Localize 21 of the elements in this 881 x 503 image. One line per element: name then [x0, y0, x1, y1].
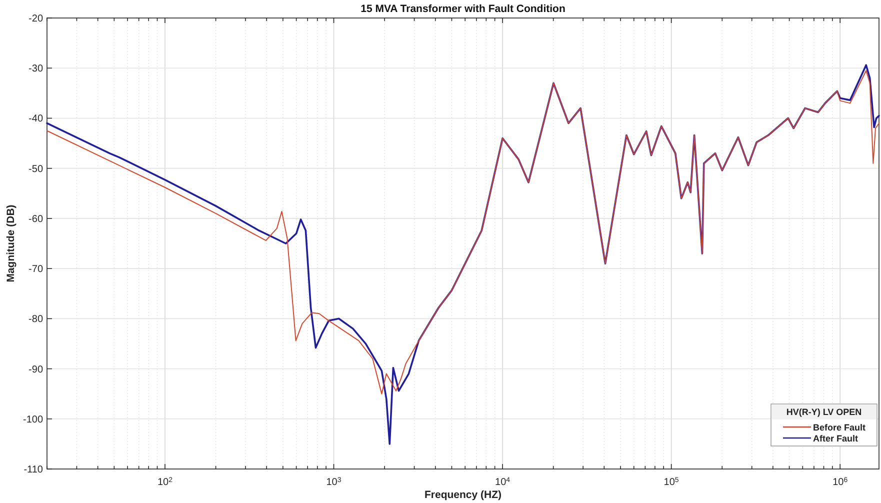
y-tick-label: -30	[28, 64, 44, 75]
y-axis-title: Magnitude (DB)	[5, 204, 17, 282]
y-tick-label: -110	[24, 464, 44, 476]
x-tick-label: 10$^{3}$	[326, 476, 342, 488]
legend-label: Before Fault	[813, 422, 866, 432]
y-tick-label: -90	[28, 364, 44, 376]
x-tick-label: 10$^{5}$	[664, 476, 679, 488]
x-tick-label: 10$^{6}$	[832, 476, 848, 488]
y-tick-label: -20	[28, 14, 44, 24]
x-axis-title: Frequency (HZ)	[424, 489, 502, 501]
y-tick-label: -80	[28, 314, 44, 326]
chart-title: 15 MVA Transformer with Fault Condition	[360, 3, 566, 15]
y-tick-label: -100	[22, 414, 44, 426]
y-tick-label: -50	[28, 164, 44, 175]
legend-title: HV(R-Y) LV OPEN	[786, 407, 862, 417]
x-tick-label: 10$^{2}$	[157, 476, 173, 488]
x-tick-label: 10$^{4}$	[495, 476, 510, 488]
y-tick-label: -70	[28, 264, 44, 276]
y-tick-label: -60	[28, 214, 44, 225]
legend-label: After Fault	[813, 434, 858, 444]
y-tick-label: -40	[28, 114, 44, 125]
